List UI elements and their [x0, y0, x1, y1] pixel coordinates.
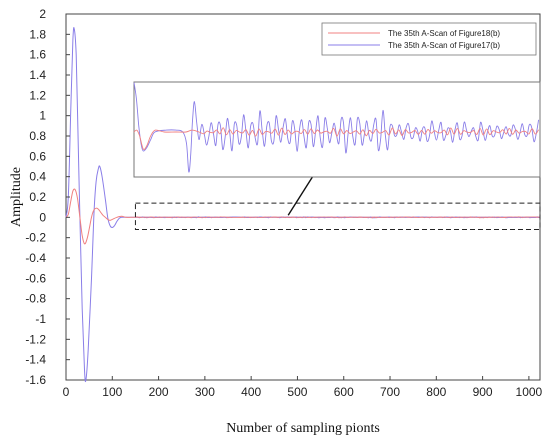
- inset-series-red: [133, 127, 539, 150]
- y-tick-label: 0.4: [29, 170, 46, 184]
- series-layer: [65, 27, 540, 383]
- x-tick-label: 0: [63, 385, 70, 399]
- y-tick-label: 1: [39, 109, 46, 123]
- y-tick-label: -0.4: [25, 251, 46, 265]
- series-line-1: [65, 27, 540, 383]
- y-tick-label: 0.2: [29, 190, 46, 204]
- y-tick-label: 2: [39, 7, 46, 21]
- x-tick-label: 800: [426, 385, 446, 399]
- x-tick-label: 700: [380, 385, 400, 399]
- x-tick-label: 500: [287, 385, 307, 399]
- y-tick-label: 0.6: [29, 149, 46, 163]
- y-tick-label: -1.4: [25, 353, 46, 367]
- x-tick-label: 300: [195, 385, 215, 399]
- plot-area: [65, 13, 541, 381]
- x-axis-title: Number of sampling pionts: [226, 421, 380, 436]
- y-tick-label: 0: [39, 210, 46, 224]
- axes-layer: 2 1.8 1.6 1.4 1.2 1 0.8 0.6 0.4 0.2 0 -0.2 -0.4 -0.6 -…: [25, 7, 542, 399]
- y-tick-label: -0.6: [25, 271, 46, 285]
- series-tail-0: [135, 216, 540, 219]
- y-tick-label: 0.8: [29, 129, 46, 143]
- zoom-region-box: [134, 202, 541, 231]
- x-tick-label: 1000: [516, 385, 543, 399]
- legend-box: [321, 22, 537, 56]
- legend-label-1: The 35th A-Scan of Figure17(b): [388, 41, 500, 50]
- annotation-layer: [133, 81, 541, 231]
- legend: The 35th A-Scan of Figure18(b) The 35th A…: [321, 22, 537, 56]
- y-tick-label: 1.2: [29, 88, 46, 102]
- x-tick-label: 200: [149, 385, 169, 399]
- y-tick-label: -1.2: [25, 332, 46, 346]
- y-axis-title: Amplitude: [9, 167, 24, 227]
- x-tick-label: 100: [102, 385, 122, 399]
- y-tick-label: -0.8: [25, 292, 46, 306]
- y-tick-label: -1.6: [25, 373, 46, 387]
- y-tick-label: -1: [35, 312, 46, 326]
- y-tick-label: 1.4: [29, 68, 46, 82]
- plot-frame: [65, 13, 541, 381]
- y-tick-label: -0.2: [25, 231, 46, 245]
- x-tick-label: 600: [334, 385, 354, 399]
- legend-label-0: The 35th A-Scan of Figure18(b): [388, 29, 500, 38]
- y-tick-label: 1.8: [29, 27, 46, 41]
- inset-series-blue: [133, 82, 540, 173]
- y-tick-label: 1.6: [29, 48, 46, 62]
- x-tick-label: 400: [241, 385, 261, 399]
- x-tick-label: 900: [473, 385, 493, 399]
